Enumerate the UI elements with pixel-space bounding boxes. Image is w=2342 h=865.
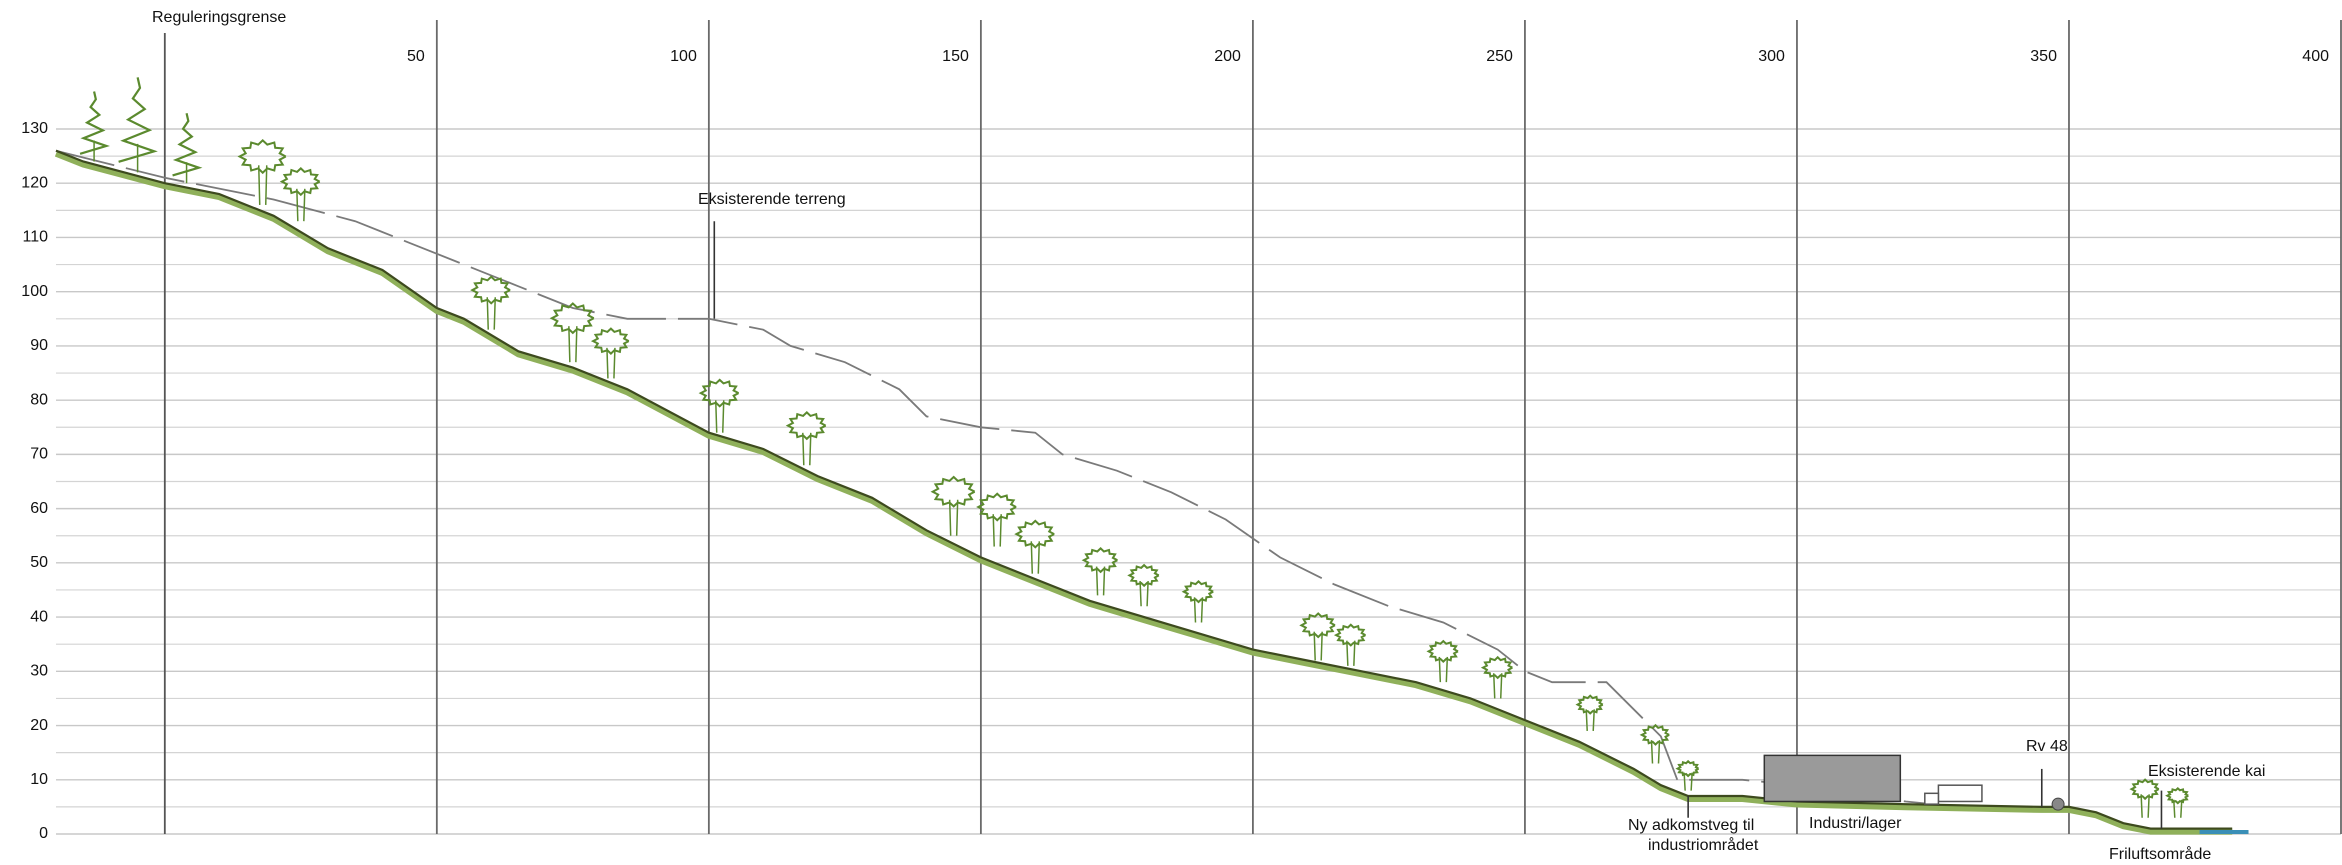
leaf-tree [1575, 694, 1604, 715]
x-tick-label: 50 [407, 48, 425, 65]
y-tick-label: 50 [30, 554, 48, 571]
leaf-tree [698, 378, 740, 408]
tree-trunk [1030, 541, 1041, 574]
leaf-tree [1675, 759, 1700, 778]
x-tick-label: 200 [1214, 48, 1241, 65]
leaf-tree [279, 167, 321, 197]
leaf-tree [237, 139, 287, 175]
leaf-tree [1333, 623, 1366, 647]
leaf-tree [2129, 778, 2160, 801]
x-tick-label: 100 [670, 48, 697, 65]
leaf-tree [1081, 547, 1118, 574]
x-tick-label: 400 [2302, 48, 2329, 65]
tree-trunk [1095, 566, 1106, 596]
leaf-tree [549, 302, 595, 335]
tree-trunk [257, 165, 268, 205]
regulation-boundary-label: Reguleringsgrense [152, 9, 286, 26]
tree-trunk [1139, 581, 1149, 607]
y-tick-label: 130 [21, 120, 48, 137]
x-tick-label: 300 [1758, 48, 1785, 65]
leaf-tree [1299, 612, 1336, 639]
leaf-tree [976, 492, 1017, 522]
pine-tree [172, 112, 203, 177]
industry-label: Industri/lager [1809, 815, 1902, 832]
leaf-tree [1181, 580, 1214, 604]
leaf-tree [1480, 655, 1513, 680]
tree-trunk [2173, 799, 2183, 818]
tree-trunk [1650, 740, 1661, 764]
y-tick-label: 10 [30, 771, 48, 788]
tree-trunk [606, 347, 616, 379]
tree-trunk [714, 400, 725, 433]
leaf-tree [1639, 723, 1670, 746]
y-tick-label: 120 [21, 174, 48, 191]
leaf-tree [470, 275, 511, 305]
tree-trunk [1492, 673, 1503, 699]
pine-tree [118, 77, 158, 163]
existing-terrain [55, 149, 2069, 808]
tree-trunk [992, 514, 1002, 547]
tree-trunk [1346, 640, 1356, 666]
road-marker [2051, 797, 2065, 811]
industry-building [1763, 754, 1902, 803]
tree-trunk [1193, 597, 1204, 623]
existing-terrain-label: Eksisterende terreng [698, 191, 846, 208]
leaf-tree [1127, 563, 1160, 588]
truck-box [1937, 784, 1983, 803]
tree-trunk [1585, 709, 1595, 731]
tree-trunk [1683, 772, 1693, 791]
pine-tree [79, 91, 110, 155]
tree-trunk [1438, 656, 1449, 683]
tree-trunk [948, 499, 959, 536]
y-tick-label: 80 [30, 391, 48, 408]
tree-trunk [2140, 794, 2150, 818]
tree-trunk [486, 297, 496, 330]
y-tick-label: 30 [30, 663, 48, 680]
recreation-label: Friluftsområde [2109, 845, 2211, 863]
x-tick-label: 150 [942, 48, 969, 65]
x-tick-label: 250 [1486, 48, 1513, 65]
y-tick-label: 60 [30, 500, 48, 517]
new-road-label: industriområdet [1648, 836, 1759, 854]
y-tick-label: 40 [30, 608, 48, 625]
tree-trunk [802, 432, 812, 466]
y-tick-label: 0 [39, 825, 48, 842]
y-tick-label: 70 [30, 446, 48, 463]
x-tick-label: 350 [2030, 48, 2057, 65]
leaf-tree [1014, 519, 1055, 549]
road-label: Rv 48 [2026, 738, 2068, 755]
new-terrain-shadow [54, 150, 2233, 835]
quay-label: Eksisterende kai [2148, 763, 2265, 780]
new-terrain [55, 149, 2233, 830]
leaf-tree [2165, 787, 2189, 805]
leaf-tree [785, 411, 827, 441]
y-tick-label: 20 [30, 717, 48, 734]
tree-trunk [1313, 631, 1323, 661]
leaf-tree [1426, 639, 1459, 663]
leaf-tree [590, 327, 630, 355]
truck-cab [1924, 792, 1940, 805]
tree-trunk [296, 188, 306, 222]
new-road-label: Ny adkomstveg til [1628, 817, 1754, 834]
y-tick-label: 100 [21, 283, 48, 300]
y-tick-label: 90 [30, 337, 48, 354]
leaf-tree [930, 475, 976, 508]
y-tick-label: 110 [22, 229, 48, 246]
tree-trunk [568, 326, 578, 363]
